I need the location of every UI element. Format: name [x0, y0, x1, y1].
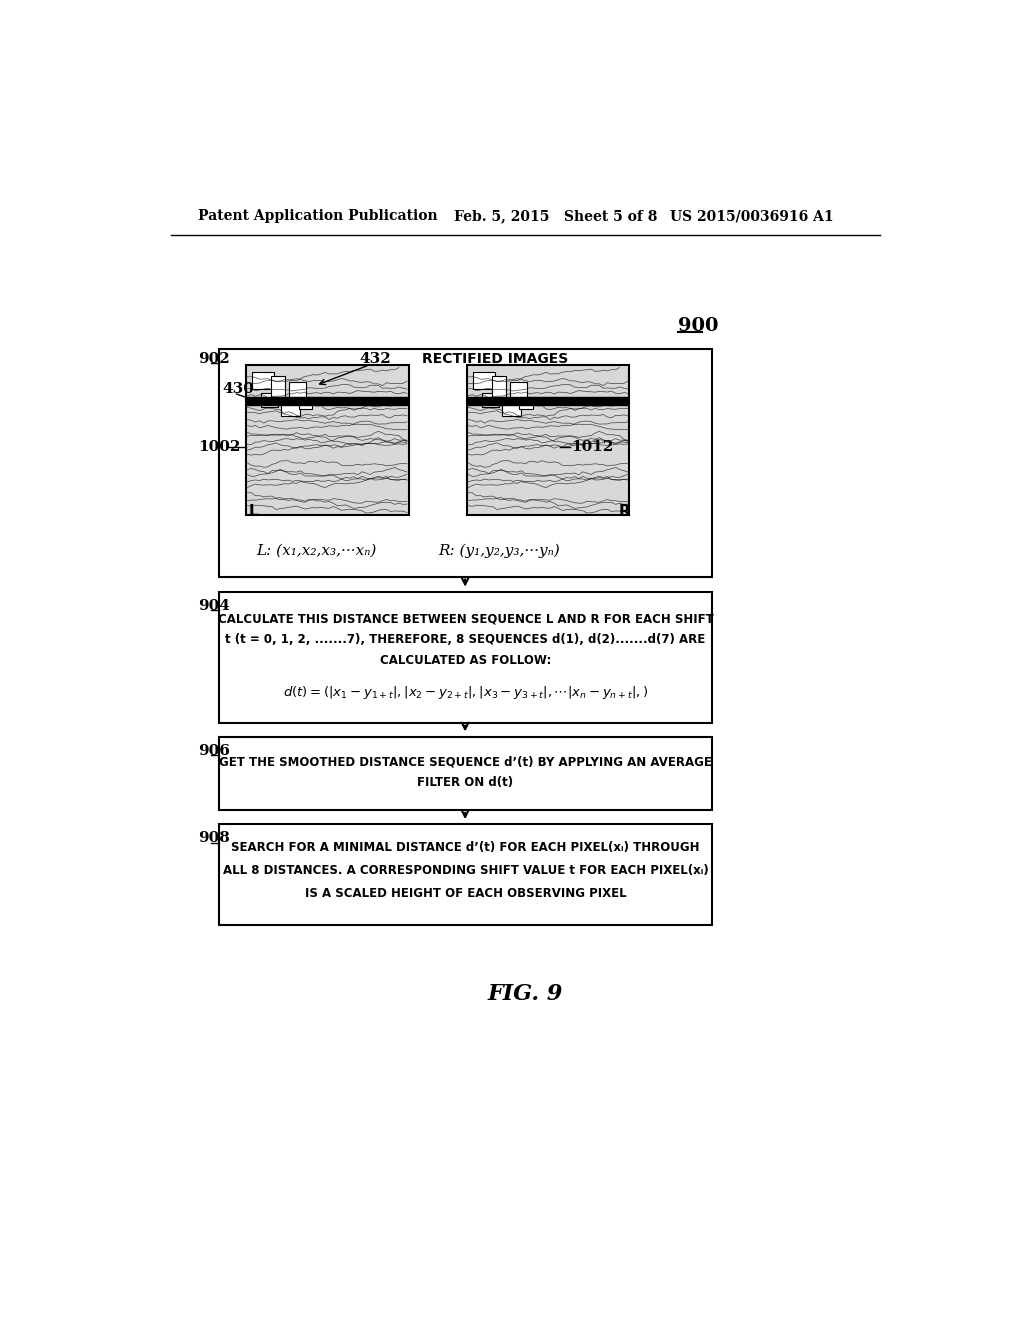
Text: FILTER ON d(t): FILTER ON d(t) [418, 776, 514, 789]
Bar [493, 376, 506, 397]
Text: 1002: 1002 [198, 440, 240, 454]
Bar [219, 825, 712, 924]
Text: US 2015/0036916 A1: US 2015/0036916 A1 [671, 209, 835, 223]
Bar [503, 401, 521, 416]
Bar [282, 401, 300, 416]
Text: R: R [618, 503, 631, 519]
Bar [271, 376, 286, 397]
Bar [219, 737, 712, 810]
Text: 432: 432 [359, 351, 391, 366]
Text: L: L [248, 503, 258, 519]
Bar [519, 397, 534, 409]
Text: FIG. 9: FIG. 9 [487, 983, 562, 1005]
Bar [219, 591, 712, 723]
Text: Patent Application Publication: Patent Application Publication [198, 209, 437, 223]
Bar [246, 364, 409, 515]
Text: CALCULATED AS FOLLOW:: CALCULATED AS FOLLOW: [380, 653, 551, 667]
Text: L: (x₁,x₂,x₃,···xₙ): L: (x₁,x₂,x₃,···xₙ) [256, 544, 376, 558]
Text: SEARCH FOR A MINIMAL DISTANCE d’(t) FOR EACH PIXEL(xᵢ) THROUGH: SEARCH FOR A MINIMAL DISTANCE d’(t) FOR … [231, 841, 699, 854]
Text: 430: 430 [222, 383, 254, 396]
Text: $d(t) = (|x_1 - y_{1+t}|, |x_2 - y_{2+t}|, |x_3 - y_{3+t}|, \cdots |x_n - y_{n+t: $d(t) = (|x_1 - y_{1+t}|, |x_2 - y_{2+t}… [283, 684, 648, 701]
Bar [252, 372, 273, 389]
Bar [473, 372, 495, 389]
Text: 902: 902 [198, 351, 229, 366]
Text: R: (y₁,y₂,y₃,···yₙ): R: (y₁,y₂,y₃,···yₙ) [438, 544, 560, 558]
Text: GET THE SMOOTHED DISTANCE SEQUENCE d’(t) BY APPLYING AN AVERAGE: GET THE SMOOTHED DISTANCE SEQUENCE d’(t)… [219, 755, 712, 768]
Text: 904: 904 [198, 599, 229, 612]
Text: ALL 8 DISTANCES. A CORRESPONDING SHIFT VALUE t FOR EACH PIXEL(xᵢ): ALL 8 DISTANCES. A CORRESPONDING SHIFT V… [222, 865, 709, 878]
Text: CALCULATE THIS DISTANCE BETWEEN SEQUENCE L AND R FOR EACH SHIFT: CALCULATE THIS DISTANCE BETWEEN SEQUENCE… [218, 612, 714, 626]
Text: 900: 900 [678, 317, 719, 335]
Bar [467, 364, 630, 515]
Bar [510, 381, 527, 399]
Text: 908: 908 [198, 832, 229, 845]
Text: t (t = 0, 1, 2, .......7), THEREFORE, 8 SEQUENCES d(1), d(2).......d(7) ARE: t (t = 0, 1, 2, .......7), THEREFORE, 8 … [225, 634, 706, 647]
Text: 906: 906 [198, 743, 229, 758]
Text: Feb. 5, 2015   Sheet 5 of 8: Feb. 5, 2015 Sheet 5 of 8 [454, 209, 656, 223]
Text: IS A SCALED HEIGHT OF EACH OBSERVING PIXEL: IS A SCALED HEIGHT OF EACH OBSERVING PIX… [305, 887, 627, 900]
Text: RECTIFIED IMAGES: RECTIFIED IMAGES [423, 351, 568, 366]
Text: 1012: 1012 [571, 440, 613, 454]
Bar [289, 381, 306, 399]
Bar [299, 397, 312, 409]
Bar [219, 350, 712, 577]
Bar [261, 393, 279, 407]
Bar [482, 393, 500, 407]
